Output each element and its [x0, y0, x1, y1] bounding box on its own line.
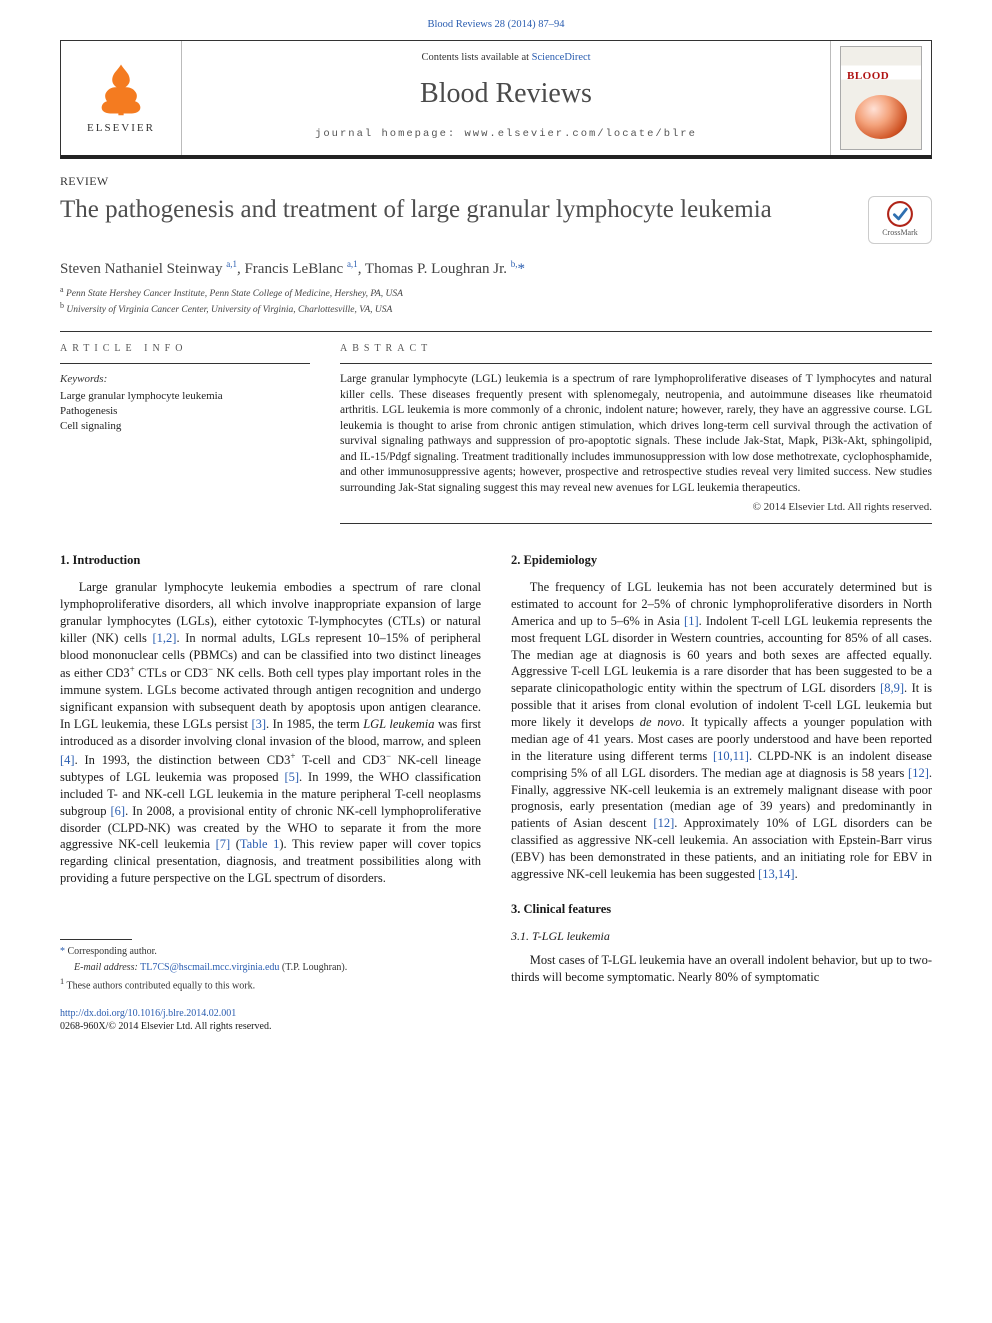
crossmark-label: CrossMark [882, 228, 918, 239]
email-link[interactable]: TL7CS@hscmail.mcc.virginia.edu [140, 962, 279, 973]
rule-above-info [60, 331, 932, 332]
crossmark-badge[interactable]: CrossMark [868, 196, 932, 244]
abstract-text: Large granular lymphocyte (LGL) leukemia… [340, 372, 932, 496]
doi-block: http://dx.doi.org/10.1016/j.blre.2014.02… [60, 1007, 481, 1034]
abstract: ABSTRACT Large granular lymphocyte (LGL)… [340, 342, 932, 524]
journal-name: Blood Reviews [186, 75, 826, 113]
section-heading-clinical: 3. Clinical features [511, 901, 932, 918]
abstract-copyright: © 2014 Elsevier Ltd. All rights reserved… [340, 500, 932, 515]
right-column: 2. Epidemiology The frequency of LGL leu… [511, 552, 932, 1034]
doi-link[interactable]: http://dx.doi.org/10.1016/j.blre.2014.02… [60, 1008, 236, 1019]
info-rule [60, 363, 310, 364]
cover-label: BLOOD [847, 69, 915, 84]
subsection-heading-tlgl: 3.1. T-LGL leukemia [511, 928, 932, 944]
intro-paragraph: Large granular lymphocyte leukemia embod… [60, 579, 481, 887]
homepage-prefix: journal homepage: [315, 128, 464, 140]
section-heading-epidemiology: 2. Epidemiology [511, 552, 932, 569]
homepage-url[interactable]: www.elsevier.com/locate/blre [464, 128, 696, 140]
masthead: ELSEVIER Contents lists available at Sci… [60, 41, 932, 159]
journal-cover-thumb[interactable]: BLOOD [840, 46, 922, 150]
document-body: REVIEW The pathogenesis and treatment of… [0, 173, 992, 1064]
publisher-name: ELSEVIER [87, 121, 155, 136]
article-title: The pathogenesis and treatment of large … [60, 194, 772, 225]
left-column: 1. Introduction Large granular lymphocyt… [60, 552, 481, 1034]
info-abstract-row: ARTICLE INFO Keywords: Large granular ly… [60, 342, 932, 524]
citation-link[interactable]: Blood Reviews 28 (2014) 87–94 [427, 19, 564, 30]
page: Blood Reviews 28 (2014) 87–94 ELSEVIER C… [0, 0, 992, 1064]
info-heading: ARTICLE INFO [60, 342, 310, 356]
tree-icon [93, 61, 149, 117]
article-info: ARTICLE INFO Keywords: Large granular ly… [60, 342, 310, 524]
masthead-center: Contents lists available at ScienceDirec… [181, 41, 831, 155]
two-column-body: 1. Introduction Large granular lymphocyt… [60, 552, 932, 1034]
publisher-logo[interactable]: ELSEVIER [76, 48, 166, 148]
cover-art-icon [855, 95, 907, 139]
sciencedirect-link[interactable]: ScienceDirect [532, 52, 591, 63]
keyword: Cell signaling [60, 419, 310, 434]
title-row: The pathogenesis and treatment of large … [60, 194, 932, 244]
article-type: REVIEW [60, 173, 932, 189]
cover-thumb-cell: BLOOD [831, 41, 931, 155]
footnote-equal: 1 These authors contributed equally to t… [60, 976, 481, 993]
contents-available-line: Contents lists available at ScienceDirec… [186, 51, 826, 65]
footnote-rule [60, 939, 132, 940]
affiliations: a Penn State Hershey Cancer Institute, P… [60, 285, 932, 317]
contents-prefix: Contents lists available at [421, 52, 531, 63]
footnote-corresponding: * Corresponding author. [60, 945, 481, 959]
keywords-label: Keywords: [60, 372, 310, 387]
publisher-logo-cell: ELSEVIER [61, 41, 181, 155]
abstract-heading: ABSTRACT [340, 342, 932, 356]
rule-below-abstract [340, 523, 932, 524]
keyword: Pathogenesis [60, 404, 310, 419]
affiliation-a: a Penn State Hershey Cancer Institute, P… [60, 285, 932, 301]
abstract-rule [340, 363, 932, 364]
epidemiology-paragraph: The frequency of LGL leukemia has not be… [511, 579, 932, 883]
affiliation-b: b University of Virginia Cancer Center, … [60, 301, 932, 317]
keyword: Large granular lymphocyte leukemia [60, 389, 310, 404]
issn-copyright: 0268-960X/© 2014 Elsevier Ltd. All right… [60, 1020, 481, 1034]
journal-homepage-line: journal homepage: www.elsevier.com/locat… [186, 127, 826, 141]
keywords-list: Large granular lymphocyte leukemia Patho… [60, 389, 310, 434]
section-heading-intro: 1. Introduction [60, 552, 481, 569]
tlgl-paragraph: Most cases of T-LGL leukemia have an ove… [511, 952, 932, 986]
footnotes: * Corresponding author. E-mail address: … [60, 939, 481, 993]
authors: Steven Nathaniel Steinway a,1, Francis L… [60, 258, 932, 279]
footnote-email: E-mail address: TL7CS@hscmail.mcc.virgin… [60, 961, 481, 975]
top-citation: Blood Reviews 28 (2014) 87–94 [0, 0, 992, 40]
crossmark-icon [886, 200, 914, 228]
